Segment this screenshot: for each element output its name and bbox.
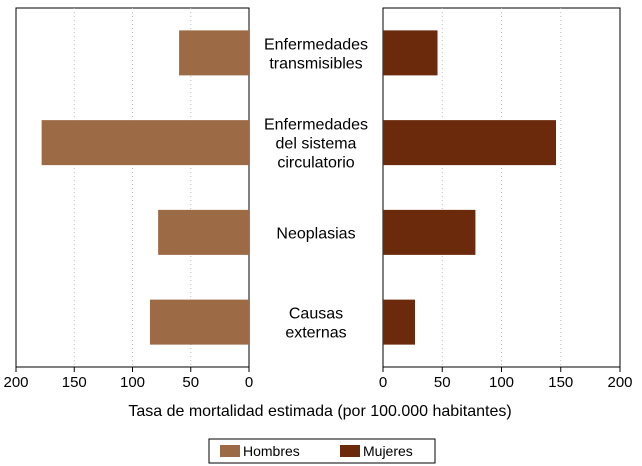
legend: Hombres Mujeres <box>208 438 436 464</box>
category-labels: Enfermedades transmisibles Enfermedades del… <box>264 36 368 341</box>
bar-hombres-2 <box>158 209 249 255</box>
x-tick-label: 100 <box>489 374 514 391</box>
category-label: Enfermedades transmisibles <box>264 36 368 72</box>
bar-hombres-3 <box>149 299 249 345</box>
x-tick-label: 200 <box>3 374 28 391</box>
bar-mujeres-3 <box>383 299 415 345</box>
bar-mujeres-0 <box>383 30 438 76</box>
x-tick-label: 0 <box>245 374 253 391</box>
x-tick-label: 50 <box>434 374 451 391</box>
category-label: Enfermedades del sistema circulatorio <box>264 117 368 172</box>
x-tick-label: 50 <box>182 374 199 391</box>
x-tick-label: 0 <box>379 374 387 391</box>
legend-swatch-mujeres <box>340 445 360 457</box>
bar-mujeres-1 <box>383 120 557 166</box>
right-panel-mujeres: 0 50 100 150 200 <box>379 7 633 391</box>
left-panel-hombres: 0 50 100 150 200 <box>3 7 253 391</box>
x-tick-label: 150 <box>548 374 573 391</box>
legend-swatch-hombres <box>220 445 240 457</box>
legend-box <box>208 438 436 464</box>
bar-mujeres-2 <box>383 209 476 255</box>
x-tick-label: 100 <box>120 374 145 391</box>
bar-hombres-0 <box>179 30 249 76</box>
category-label: Neoplasias <box>276 225 355 242</box>
legend-label-mujeres: Mujeres <box>363 443 413 459</box>
category-label: Causas externas <box>285 306 346 342</box>
x-tick-label: 150 <box>62 374 87 391</box>
x-axis-label: Tasa de mortalidad estimada (por 100.000… <box>128 403 511 420</box>
legend-label-hombres: Hombres <box>243 443 300 459</box>
bar-hombres-1 <box>41 120 249 166</box>
x-tick-label: 200 <box>607 374 632 391</box>
